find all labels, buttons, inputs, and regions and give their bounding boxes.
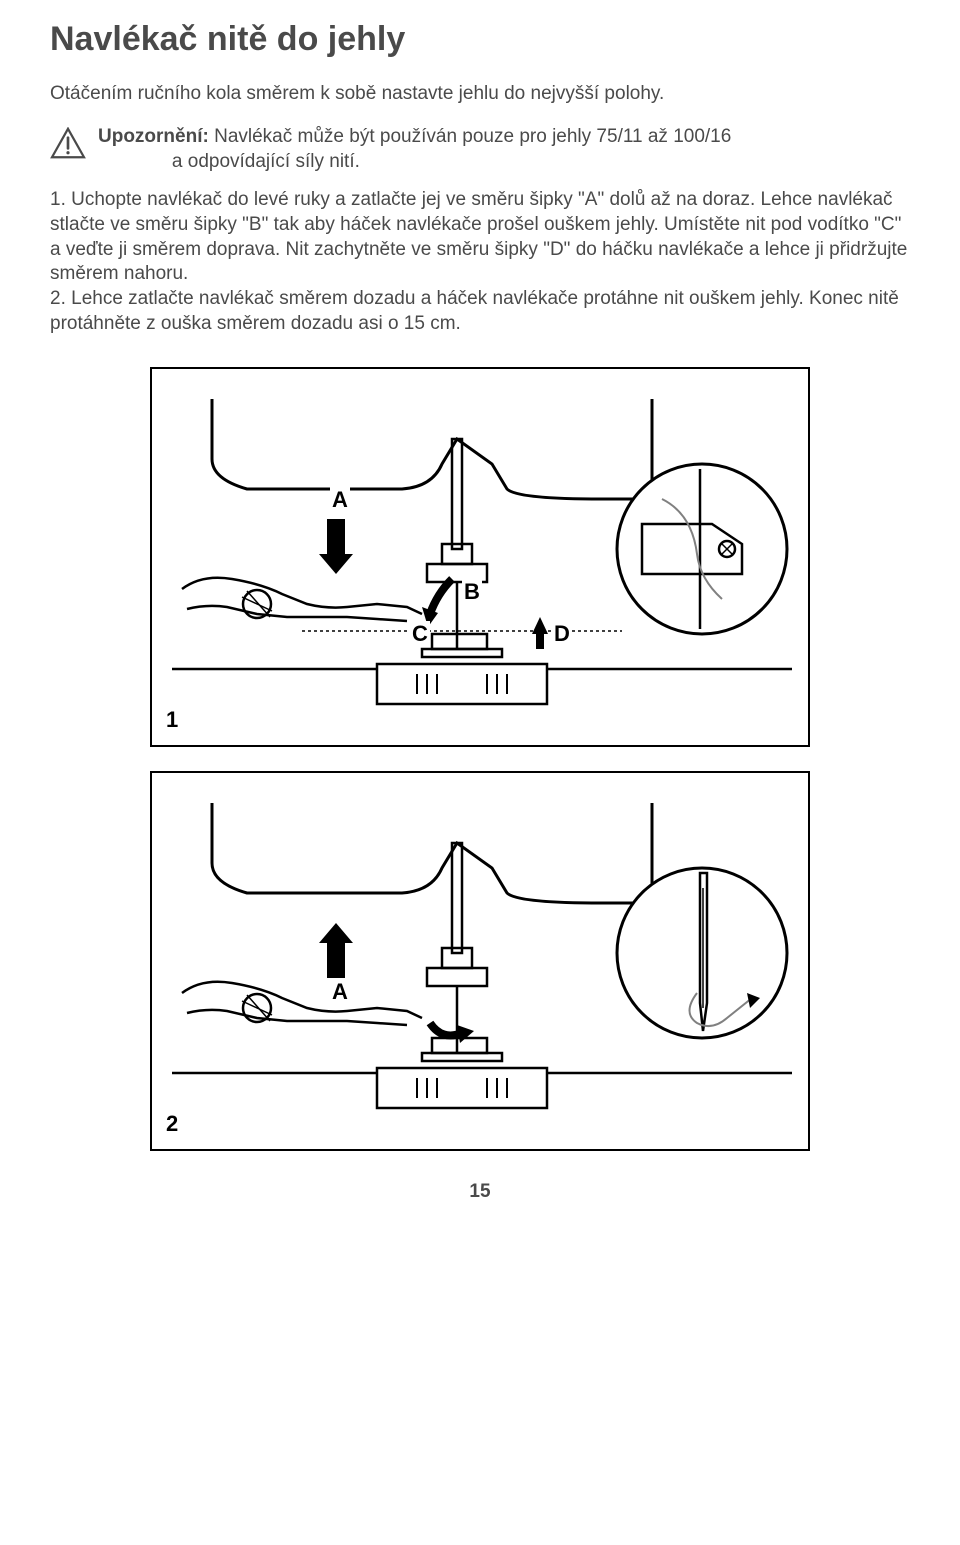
label-d-fig1: D [552,621,572,647]
figures-container: A B C D 1 [50,367,910,1151]
warning-triangle-icon [50,127,86,159]
figure-1-diagram [152,369,812,749]
warning-block: Upozornění: Navlékač může být používán p… [50,125,910,174]
label-b-fig1: B [462,579,482,605]
page-title: Navlékač nitě do jehly [50,20,910,59]
figure-2: A 2 [150,771,810,1151]
figure-2-number: 2 [166,1111,178,1137]
warning-label: Upozornění: [98,126,209,147]
label-c-fig1: C [410,621,430,647]
warning-text: Upozornění: Navlékač může být používán p… [98,125,731,174]
label-a-fig2: A [330,979,350,1005]
figure-2-diagram [152,773,812,1153]
step-1: 1. Uchopte navlékač do levé ruky a zatla… [50,189,907,284]
instruction-steps: 1. Uchopte navlékač do levé ruky a zatla… [50,188,910,336]
warning-line1: Navlékač může být používán pouze pro jeh… [214,126,731,147]
step-2: 2. Lehce zatlačte navlékač směrem dozadu… [50,288,899,334]
page-number: 15 [50,1181,910,1203]
figure-1-number: 1 [166,707,178,733]
intro-text: Otáčením ručního kola směrem k sobě nast… [50,83,910,105]
label-a-fig1: A [330,487,350,513]
warning-line2: a odpovídající síly nití. [172,151,360,172]
figure-1: A B C D 1 [150,367,810,747]
